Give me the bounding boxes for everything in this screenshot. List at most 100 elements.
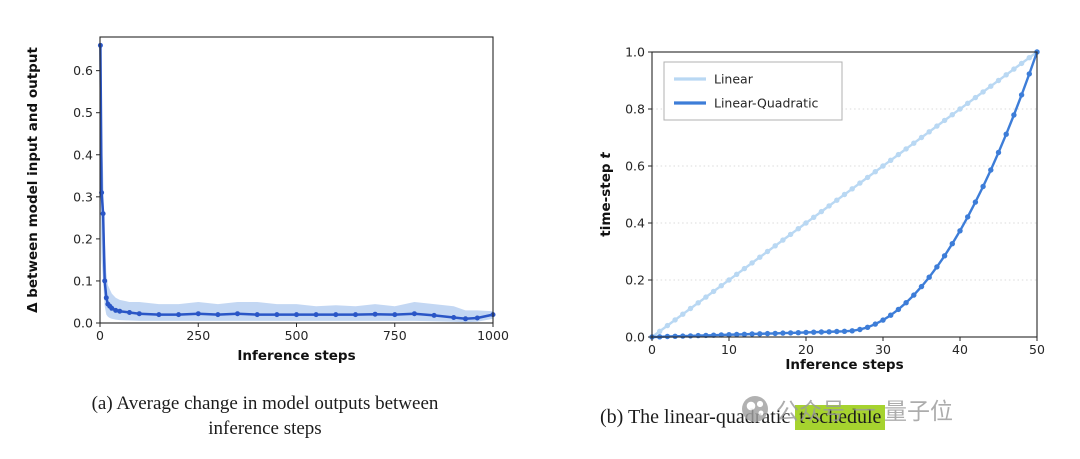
caption-a-line2: inference steps — [208, 418, 322, 440]
delta-series-marker — [215, 312, 221, 318]
x-tick-label: 30 — [875, 342, 891, 357]
linear-quadratic-series-marker — [849, 328, 855, 334]
linear-quadratic-series-marker — [1018, 92, 1025, 98]
y-tick-label: 0.0 — [73, 316, 93, 331]
x-tick-label: 250 — [186, 328, 210, 343]
linear-series-marker — [718, 283, 724, 289]
delta-series-marker — [313, 312, 319, 318]
linear-quadratic-series-marker — [672, 333, 678, 339]
y-tick-label: 0.4 — [73, 147, 93, 162]
delta-series-marker — [136, 311, 142, 317]
y-tick-label: 0.4 — [625, 216, 645, 231]
delta-series-marker — [353, 312, 358, 318]
linear-quadratic-series-marker — [895, 306, 902, 313]
linear-series-marker — [1026, 55, 1032, 61]
linear-quadratic-series-marker — [926, 274, 932, 280]
linear-quadratic-series-marker — [1026, 71, 1032, 77]
linear-series-marker — [918, 134, 925, 141]
linear-quadratic-series-marker — [811, 329, 817, 335]
linear-quadratic-series-marker — [941, 253, 948, 259]
linear-quadratic-series-marker — [1011, 112, 1017, 118]
plot-frame — [651, 51, 1038, 338]
delta-series-marker — [333, 312, 339, 318]
caption-a-line1: (a) Average change in model outputs betw… — [91, 393, 439, 414]
linear-quadratic-series-marker — [949, 241, 955, 247]
y-tick-label: 0.6 — [73, 63, 93, 78]
y-axis-label: time-step t — [598, 152, 614, 237]
linear-series-marker — [903, 146, 909, 152]
linear-series-marker — [710, 288, 717, 295]
y-tick-label: 0.6 — [625, 159, 645, 174]
linear-series-marker — [926, 129, 932, 135]
linear-quadratic-series-marker — [1003, 131, 1009, 137]
y-axis-label: Δ between model input and output — [25, 47, 41, 313]
x-tick-label: 750 — [383, 328, 407, 343]
linear-series-marker — [803, 220, 809, 226]
x-tick-label: 1000 — [477, 328, 509, 343]
linear-quadratic-series-marker — [826, 329, 832, 335]
linear-series-marker — [995, 77, 1002, 84]
linear-quadratic-series-marker — [918, 283, 925, 290]
delta-series-marker — [176, 312, 182, 318]
linear-quadratic-series-marker — [888, 312, 894, 318]
linear-series-marker — [864, 174, 871, 181]
linear-quadratic-series-marker — [772, 330, 778, 337]
x-tick-label: 40 — [952, 342, 968, 357]
linear-series-marker — [787, 231, 794, 238]
linear-quadratic-series-marker — [903, 300, 909, 306]
linear-quadratic-series-marker — [687, 333, 694, 339]
legend-label: Linear-Quadratic — [714, 96, 819, 111]
linear-quadratic-series-marker — [934, 264, 940, 270]
linear-series-marker — [734, 271, 740, 277]
delta-series-marker — [117, 308, 123, 314]
delta-series-marker — [392, 312, 398, 318]
linear-quadratic-series-marker — [780, 330, 786, 336]
delta-series-band — [100, 41, 494, 323]
legend-label: Linear — [714, 72, 754, 87]
linear-series-marker — [1018, 60, 1025, 67]
delta-series-marker — [235, 311, 240, 317]
delta-series-marker — [411, 311, 417, 317]
linear-quadratic-series-marker — [734, 331, 740, 338]
linear-series-marker — [749, 260, 755, 266]
delta-series-marker — [100, 211, 106, 217]
linear-series-marker — [664, 322, 671, 329]
x-tick-label: 0 — [648, 342, 656, 357]
x-tick-label: 0 — [96, 328, 104, 343]
delta-series-marker — [274, 312, 280, 318]
linear-quadratic-series-marker — [749, 331, 755, 337]
linear-series-marker — [811, 214, 817, 220]
y-tick-label: 0.1 — [73, 273, 93, 288]
watermark-separator: — — [853, 396, 876, 422]
chart-t-schedule: 0 10 20 30 40 50 0.0 0.2 0.4 0.6 0.8 1.0 Inference s… — [598, 45, 1045, 374]
delta-series-marker — [474, 315, 480, 321]
linear-series-marker — [934, 123, 940, 129]
linear-series-marker — [949, 112, 955, 118]
chart-delta-vs-steps: 0 250 500 750 1000 0.0 0.1 0.2 0.3 0.4 0.5 0.6 Infer… — [25, 36, 509, 364]
linear-quadratic-series-marker — [718, 332, 724, 338]
linear-series-marker — [772, 243, 778, 249]
linear-series-marker — [941, 117, 948, 124]
linear-quadratic-series-marker — [988, 167, 994, 173]
linear-series-marker — [872, 169, 878, 175]
caption-a: (a) Average change in model outputs betw… — [15, 391, 515, 441]
y-tick-label: 0.2 — [625, 273, 645, 288]
delta-series-marker — [195, 311, 201, 317]
linear-quadratic-series-marker — [980, 183, 986, 190]
delta-series-marker — [102, 278, 108, 284]
linear-quadratic-series-marker — [795, 330, 801, 336]
linear-series-marker — [857, 180, 863, 186]
linear-series-marker — [965, 100, 971, 107]
y-tick-label: 0.5 — [73, 105, 93, 120]
linear-quadratic-series-marker — [864, 324, 871, 330]
delta-series-marker — [127, 310, 132, 315]
linear-quadratic-series-marker — [741, 331, 748, 337]
linear-series-marker — [1011, 66, 1017, 72]
linear-series-marker — [780, 237, 786, 243]
delta-series-marker — [254, 312, 260, 318]
linear-series-marker — [957, 106, 963, 112]
linear-series-marker — [826, 203, 832, 209]
linear-series-marker — [795, 226, 801, 232]
qbitai-logo-icon — [742, 396, 768, 422]
caption-b-highlight: t-schedule — [795, 405, 886, 430]
